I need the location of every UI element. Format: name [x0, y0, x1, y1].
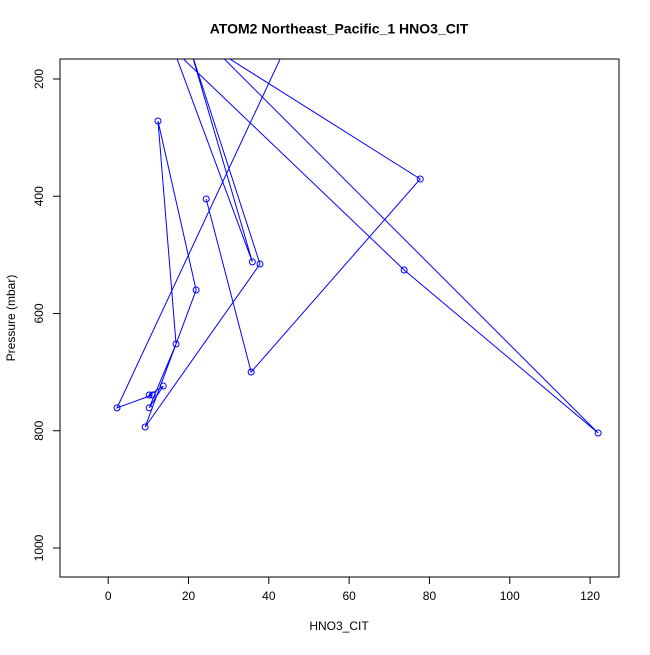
y-tick-label: 400: [32, 186, 46, 206]
x-tick-label: 120: [580, 589, 600, 603]
data-point: [154, 117, 162, 125]
y-axis-label: Pressure (mbar): [4, 275, 18, 362]
chart-title: ATOM2 Northeast_Pacific_1 HNO3_CIT: [210, 21, 469, 37]
y-tick-label: 200: [32, 69, 46, 89]
data-point: [172, 340, 180, 348]
data-point: [256, 260, 264, 268]
data-point: [113, 404, 121, 412]
data-point: [148, 391, 156, 399]
y-tick-label: 1000: [32, 534, 46, 561]
data-point: [159, 382, 167, 390]
data-point: [192, 286, 200, 294]
x-tick-label: 0: [105, 589, 112, 603]
data-point: [248, 258, 256, 266]
x-tick-label: 80: [423, 589, 437, 603]
data-point: [145, 404, 153, 412]
data-point: [141, 423, 149, 431]
data-point: [400, 266, 408, 274]
data-point: [247, 368, 255, 376]
x-tick-label: 20: [182, 589, 196, 603]
data-point: [594, 429, 602, 437]
data-point: [145, 391, 153, 399]
plot-frame: [59, 58, 620, 578]
x-tick-label: 100: [500, 589, 520, 603]
y-tick-label: 600: [32, 303, 46, 323]
x-tick-label: 40: [262, 589, 276, 603]
plot-area: [113, 59, 602, 437]
data-point: [202, 195, 210, 203]
x-tick-label: 60: [342, 589, 356, 603]
y-tick-label: 800: [32, 420, 46, 440]
data-point: [416, 175, 424, 183]
x-axis-label: HNO3_CIT: [309, 619, 369, 633]
